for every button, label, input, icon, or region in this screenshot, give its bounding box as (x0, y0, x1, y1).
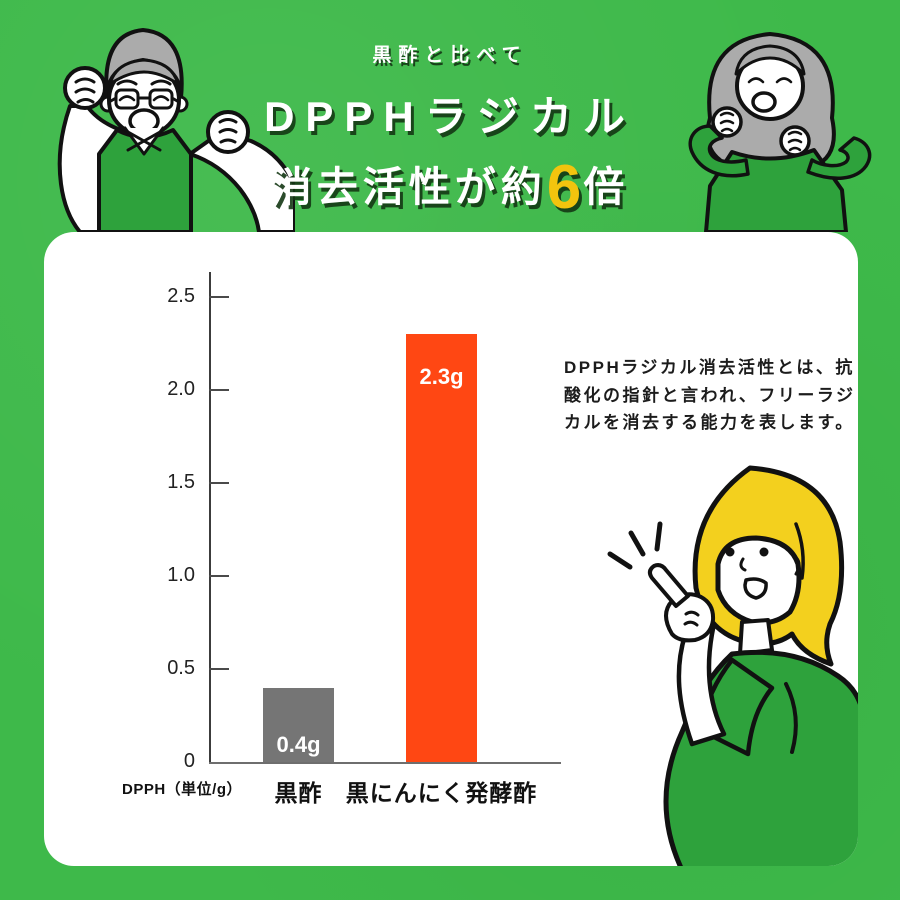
man-right-fist (206, 110, 250, 154)
y-axis-tick-label: 0 (183, 750, 195, 772)
y-axis-tick (209, 389, 229, 391)
title-line2-post: 倍 (583, 164, 630, 210)
elderly-woman-illustration (688, 32, 872, 232)
girl-right-eye (759, 547, 769, 557)
chart-bar (406, 334, 477, 762)
girl-hair (692, 465, 845, 667)
emphasis-lines-icon (607, 521, 663, 570)
girl-mouth (743, 577, 768, 600)
man-vest (97, 128, 193, 232)
man-right-arm (188, 130, 295, 232)
girl-left-eye (725, 547, 735, 557)
y-axis-line (209, 272, 211, 764)
y-axis-tick (209, 296, 229, 298)
title-line2-pre: 消去活性が約 (270, 164, 547, 210)
woman-mouth (751, 91, 777, 113)
woman-right-arm (806, 136, 872, 180)
title-highlight-number: 6 (546, 153, 584, 222)
header-title-line2: 消去活性が約6倍 (0, 152, 900, 223)
chart-bar (263, 688, 334, 762)
bar-category-label: 黒にんにく発酵酢 (345, 780, 538, 806)
y-axis-tick-label: 1.0 (167, 564, 195, 586)
header: 黒酢と比べて DPPHラジカル 消去活性が約6倍 (0, 40, 900, 223)
bar-chart: 0 0.5 1.0 1.5 2.0 2.5 0.4g 黒酢 2.3g 黒にんにく発酵酢 DPPH（… (44, 232, 858, 866)
woman-hair-fringe (734, 44, 806, 76)
chart-card: 0 0.5 1.0 1.5 2.0 2.5 0.4g 黒酢 2.3g 黒にんにく発酵酢 DPPH（… (44, 232, 858, 866)
bar-category-label: 黒酢 (274, 780, 323, 806)
bar-value-label: 0.4g (276, 732, 321, 757)
y-axis-tick-label: 1.5 (167, 471, 195, 493)
elderly-man-illustration (57, 28, 295, 232)
man-hair-front (108, 58, 180, 86)
header-title-line1: DPPHラジカル (264, 93, 636, 140)
y-axis-tick (209, 668, 229, 670)
axis-unit-label: DPPH（単位/g） (121, 781, 242, 798)
description-text: DPPHラジカル消去活性とは、抗酸化の指針と言われ、フリーラジカルを消去する能力… (564, 358, 856, 433)
y-axis-tick-label: 0.5 (167, 657, 195, 679)
y-axis-tick-label: 2.0 (167, 378, 195, 400)
young-woman-pointing-illustration (607, 465, 858, 866)
girl-index-finger (647, 563, 690, 608)
bar-value-label: 2.3g (419, 364, 464, 389)
y-axis-tick (209, 482, 229, 484)
y-axis-tick (209, 575, 229, 577)
header-subtitle: 黒酢と比べて (372, 45, 528, 66)
x-axis-baseline (209, 762, 561, 764)
y-axis-tick-label: 2.5 (167, 285, 195, 307)
